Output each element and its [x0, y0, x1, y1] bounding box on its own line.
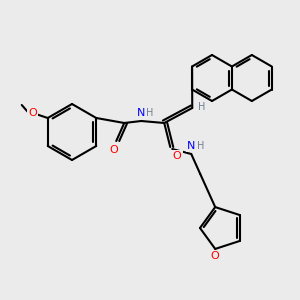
Text: O: O: [211, 251, 220, 261]
Text: H: H: [146, 108, 153, 118]
Text: N: N: [137, 108, 146, 118]
Text: O: O: [173, 151, 182, 161]
Text: H: H: [196, 141, 204, 151]
Text: O: O: [28, 108, 37, 118]
Text: N: N: [187, 141, 195, 151]
Text: O: O: [110, 145, 118, 155]
Text: H: H: [198, 102, 205, 112]
